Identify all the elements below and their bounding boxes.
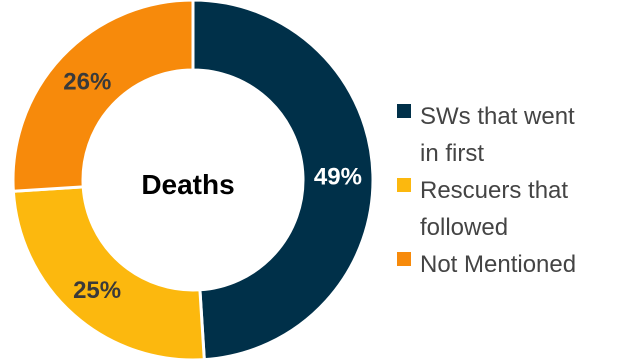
legend: SWs that went in first Rescuers that follow…	[397, 103, 576, 278]
slice-value-label-1: 49%	[314, 163, 362, 190]
legend-marker-2	[397, 178, 411, 192]
legend-item-1: SWs that went in first	[397, 103, 575, 167]
legend-label-2-line-2: followed	[420, 214, 508, 241]
legend-marker-3	[397, 252, 411, 266]
donut-slice-1	[191, 0, 375, 362]
legend-item-3: Not Mentioned	[397, 251, 576, 278]
slice-value-label-2: 25%	[73, 277, 121, 304]
legend-label-1-line-2: in first	[420, 140, 484, 167]
donut-slice-3	[11, 0, 195, 193]
legend-item-2: Rescuers that followed	[397, 177, 568, 241]
legend-label-2-line-1: Rescuers that	[420, 177, 568, 204]
donut-slice-2	[11, 185, 206, 362]
legend-label-3-line-1: Not Mentioned	[420, 251, 576, 278]
legend-marker-1	[397, 104, 411, 118]
donut-slice-labels: 49% 25% 26%	[63, 69, 362, 304]
center-label: Deaths	[141, 169, 234, 200]
legend-label-1-line-1: SWs that went	[420, 103, 575, 130]
slice-value-label-3: 26%	[63, 69, 111, 96]
donut-slices	[11, 0, 375, 362]
